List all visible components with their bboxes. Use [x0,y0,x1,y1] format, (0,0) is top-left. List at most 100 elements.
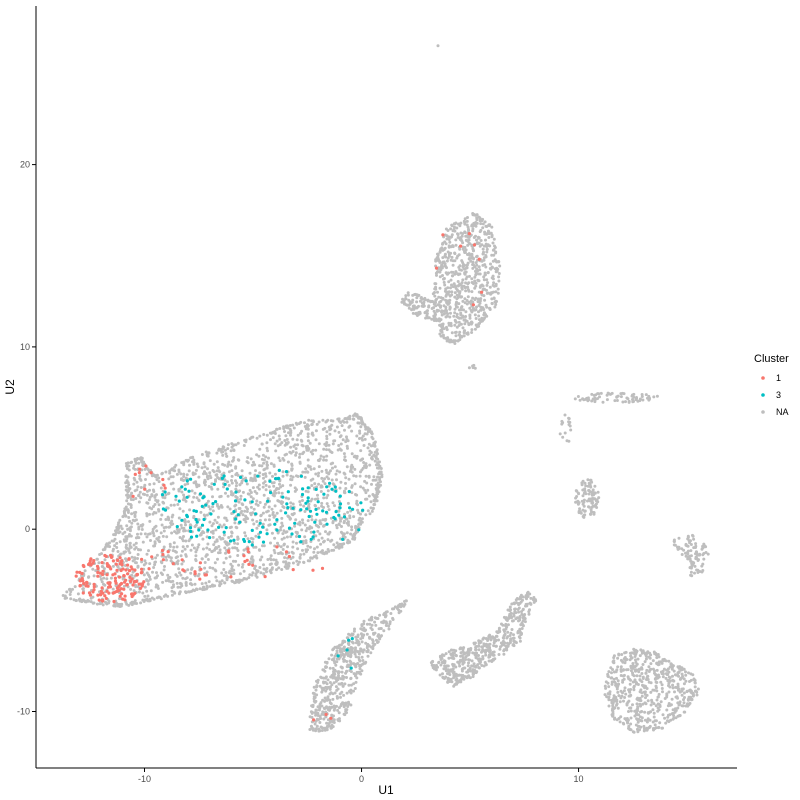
point-na-1416 [283,443,287,447]
point-na-2345 [475,305,478,309]
point-na-496 [102,576,106,580]
point-na-4040 [457,680,461,684]
point-na-741 [234,559,238,563]
point-na-524 [353,467,357,471]
point-na-1040 [365,432,369,436]
point-na-813 [230,479,233,482]
point-na-3942 [475,645,478,648]
point-na-1243 [245,460,249,464]
point-na-3429 [391,618,395,621]
point-na-834 [116,550,120,553]
point-na-2757 [474,317,478,320]
point-na-4905 [592,393,596,397]
point-na-1820 [327,549,331,553]
point-na-4587 [642,729,646,733]
point-na-4495 [649,703,653,707]
point-na-38 [326,493,330,497]
point-na-1986 [217,448,221,452]
point-na-4333 [672,679,676,683]
point-na-2245 [139,456,143,460]
point-na-3958 [502,643,506,647]
point-na-1560 [318,532,322,536]
point-na-378 [304,529,308,533]
point-na-1255 [291,437,295,441]
point-na-1822 [291,423,295,427]
point-na-2821 [460,268,463,272]
point-na-4220 [653,723,657,727]
point-na-2369 [477,314,481,318]
point-na-4383 [604,686,608,690]
point-na-3498 [358,667,362,671]
point-na-4412 [660,687,664,690]
point-na-3613 [517,610,521,614]
point-na-4459 [674,673,678,677]
point-na-1736 [211,495,214,499]
point-na-2115 [105,602,109,606]
point-na-4890 [585,396,589,400]
point-na-4208 [671,683,675,687]
point-na-1688 [319,484,323,488]
point-na-4845 [701,569,705,572]
point-na-1789 [262,505,266,509]
point-na-4455 [629,722,633,726]
point-na-30 [254,545,258,549]
point-na-3949 [492,641,496,645]
point-na-129 [205,535,209,539]
point-na-4901 [573,397,577,401]
point-na-987 [305,526,309,530]
point-na-2448 [468,314,472,318]
point-na-263 [182,472,186,476]
point-na-975 [155,500,159,504]
point-na-748 [336,448,340,452]
point-na-3181 [349,683,353,687]
point-na-385 [285,473,289,477]
point-na-830 [230,481,234,485]
point-na-109 [239,494,243,498]
point-na-867 [298,520,302,524]
point-na-4189 [610,680,614,684]
point-na-4479 [636,705,640,709]
point-na-4291 [654,719,658,723]
point-na-1703 [286,460,290,464]
point-na-4469 [633,709,637,713]
point-na-3346 [357,652,361,656]
point-na-4247 [616,656,620,660]
point-na-3945 [510,628,514,631]
point-na-2639 [464,310,468,314]
point-na-2588 [485,278,489,282]
point-na-2845 [472,307,476,311]
point-na-3565 [325,728,329,732]
point-na-3441 [345,676,348,679]
point-na-2521 [488,285,492,289]
point-na-4895 [632,395,636,399]
point-na-3892 [518,636,522,640]
point-na-1504 [150,493,154,497]
point-na-87 [195,496,199,500]
point-na-1156 [325,496,329,500]
point-na-4910 [626,397,630,401]
point-na-4483 [686,698,690,702]
point-na-1473 [311,452,315,456]
point-na-1476 [277,491,281,495]
point-na-472 [157,480,161,484]
point-na-1955 [379,480,382,484]
point-na-1752 [350,485,354,489]
point-na-4721 [590,490,594,494]
point-na-685 [270,566,274,570]
point-na-1107 [157,509,161,513]
point-na-1433 [223,448,227,452]
point-na-3400 [339,677,343,681]
point-na-61 [214,575,218,579]
point-na-4376 [665,708,669,712]
point-na-4434 [613,680,617,684]
point-na-3870 [484,653,488,657]
point-na-402 [222,471,226,475]
point-na-1409 [159,571,163,575]
point-na-4319 [624,658,628,662]
point-na-3865 [460,669,464,673]
point-na-4692 [581,502,585,506]
point-na-706 [243,509,247,513]
point-na-723 [219,494,223,498]
point-na-1333 [220,579,224,583]
point-na-3560 [320,729,324,732]
